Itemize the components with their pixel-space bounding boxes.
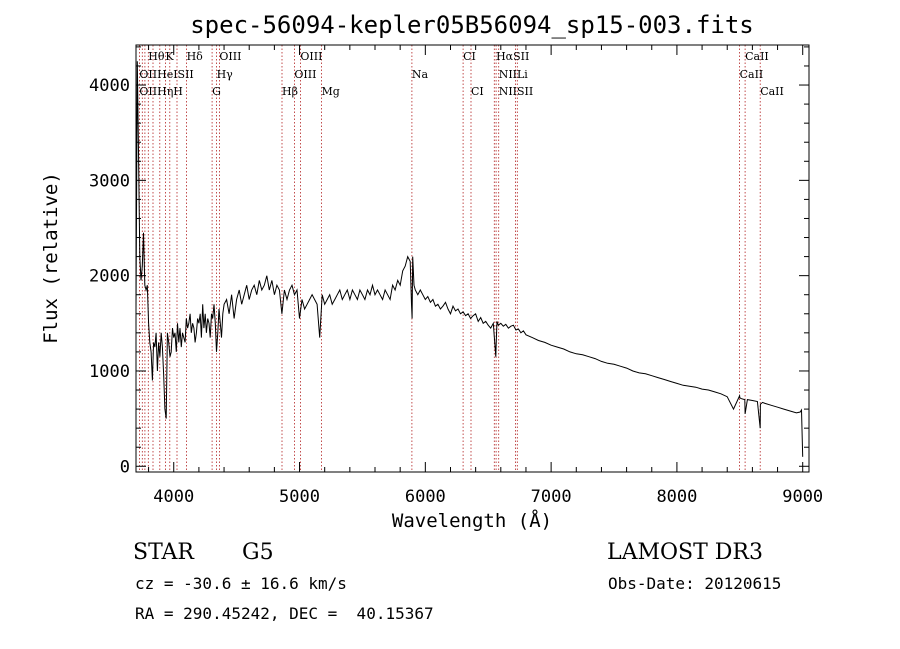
x-tick-label: 7000 (531, 487, 572, 507)
line-label: OIII (294, 68, 316, 81)
emission-line-markers (138, 45, 761, 472)
y-tick-label: 3000 (89, 171, 130, 191)
x-axis-label: Wavelength (Å) (392, 509, 552, 532)
line-label: G (212, 85, 221, 98)
y-axis-label: Flux (relative) (40, 172, 62, 344)
line-label: OIIHeISII (139, 68, 193, 81)
flux-series-line (135, 61, 804, 457)
chart-title: spec-56094-kepler05B56094_sp15-003.fits (190, 11, 754, 39)
line-label: HαSII (496, 50, 529, 63)
x-tick-label: 8000 (656, 487, 697, 507)
survey-name: LAMOST DR3 (607, 540, 763, 565)
line-label: CaII (740, 68, 764, 81)
line-label: Mg (322, 85, 340, 98)
line-label: Na (412, 68, 429, 81)
y-tick-label: 4000 (89, 76, 130, 96)
x-tick-label: 4000 (153, 487, 194, 507)
line-label: Hθ (148, 50, 165, 63)
emission-line-labels: Hθ K Hδ OIII OIII CI HαSII CaII OIIHeISII Hγ OIII N… (139, 50, 783, 98)
line-label: NIISII (499, 85, 534, 98)
redshift-velocity: cz = -30.6 ± 16.6 km/s (135, 574, 347, 593)
spectral-subclass: G5 (242, 540, 274, 565)
line-label: CaII (745, 50, 769, 63)
plot-frame (135, 44, 810, 473)
y-axis-ticks: 0 1000 2000 3000 4000 (89, 46, 809, 477)
y-tick-label: 2000 (89, 267, 130, 287)
line-label: CI (471, 85, 484, 98)
line-label: CI (463, 50, 476, 63)
object-type: STAR (133, 540, 194, 565)
y-tick-label: 1000 (89, 362, 130, 382)
line-label: NIILi (499, 68, 529, 81)
x-tick-label: 5000 (279, 487, 320, 507)
coordinates: RA = 290.45242, DEC = 40.15367 (135, 604, 434, 623)
x-tick-label: 9000 (782, 487, 823, 507)
line-label: K (165, 50, 174, 63)
line-label: CaII (760, 85, 784, 98)
line-label: Hβ (282, 85, 298, 98)
line-label: Hγ (217, 68, 234, 81)
x-tick-label: 6000 (405, 487, 446, 507)
spectrum-chart: spec-56094-kepler05B56094_sp15-003.fits … (40, 11, 823, 532)
observation-date: Obs-Date: 20120615 (608, 574, 782, 593)
x-axis-ticks: 4000 5000 6000 7000 8000 9000 (148, 45, 823, 507)
line-label: OIII (300, 50, 322, 63)
y-tick-label: 0 (120, 457, 130, 477)
line-label: Hδ (187, 50, 204, 63)
line-label: OIIHηH (139, 85, 182, 98)
line-label: OIII (219, 50, 241, 63)
